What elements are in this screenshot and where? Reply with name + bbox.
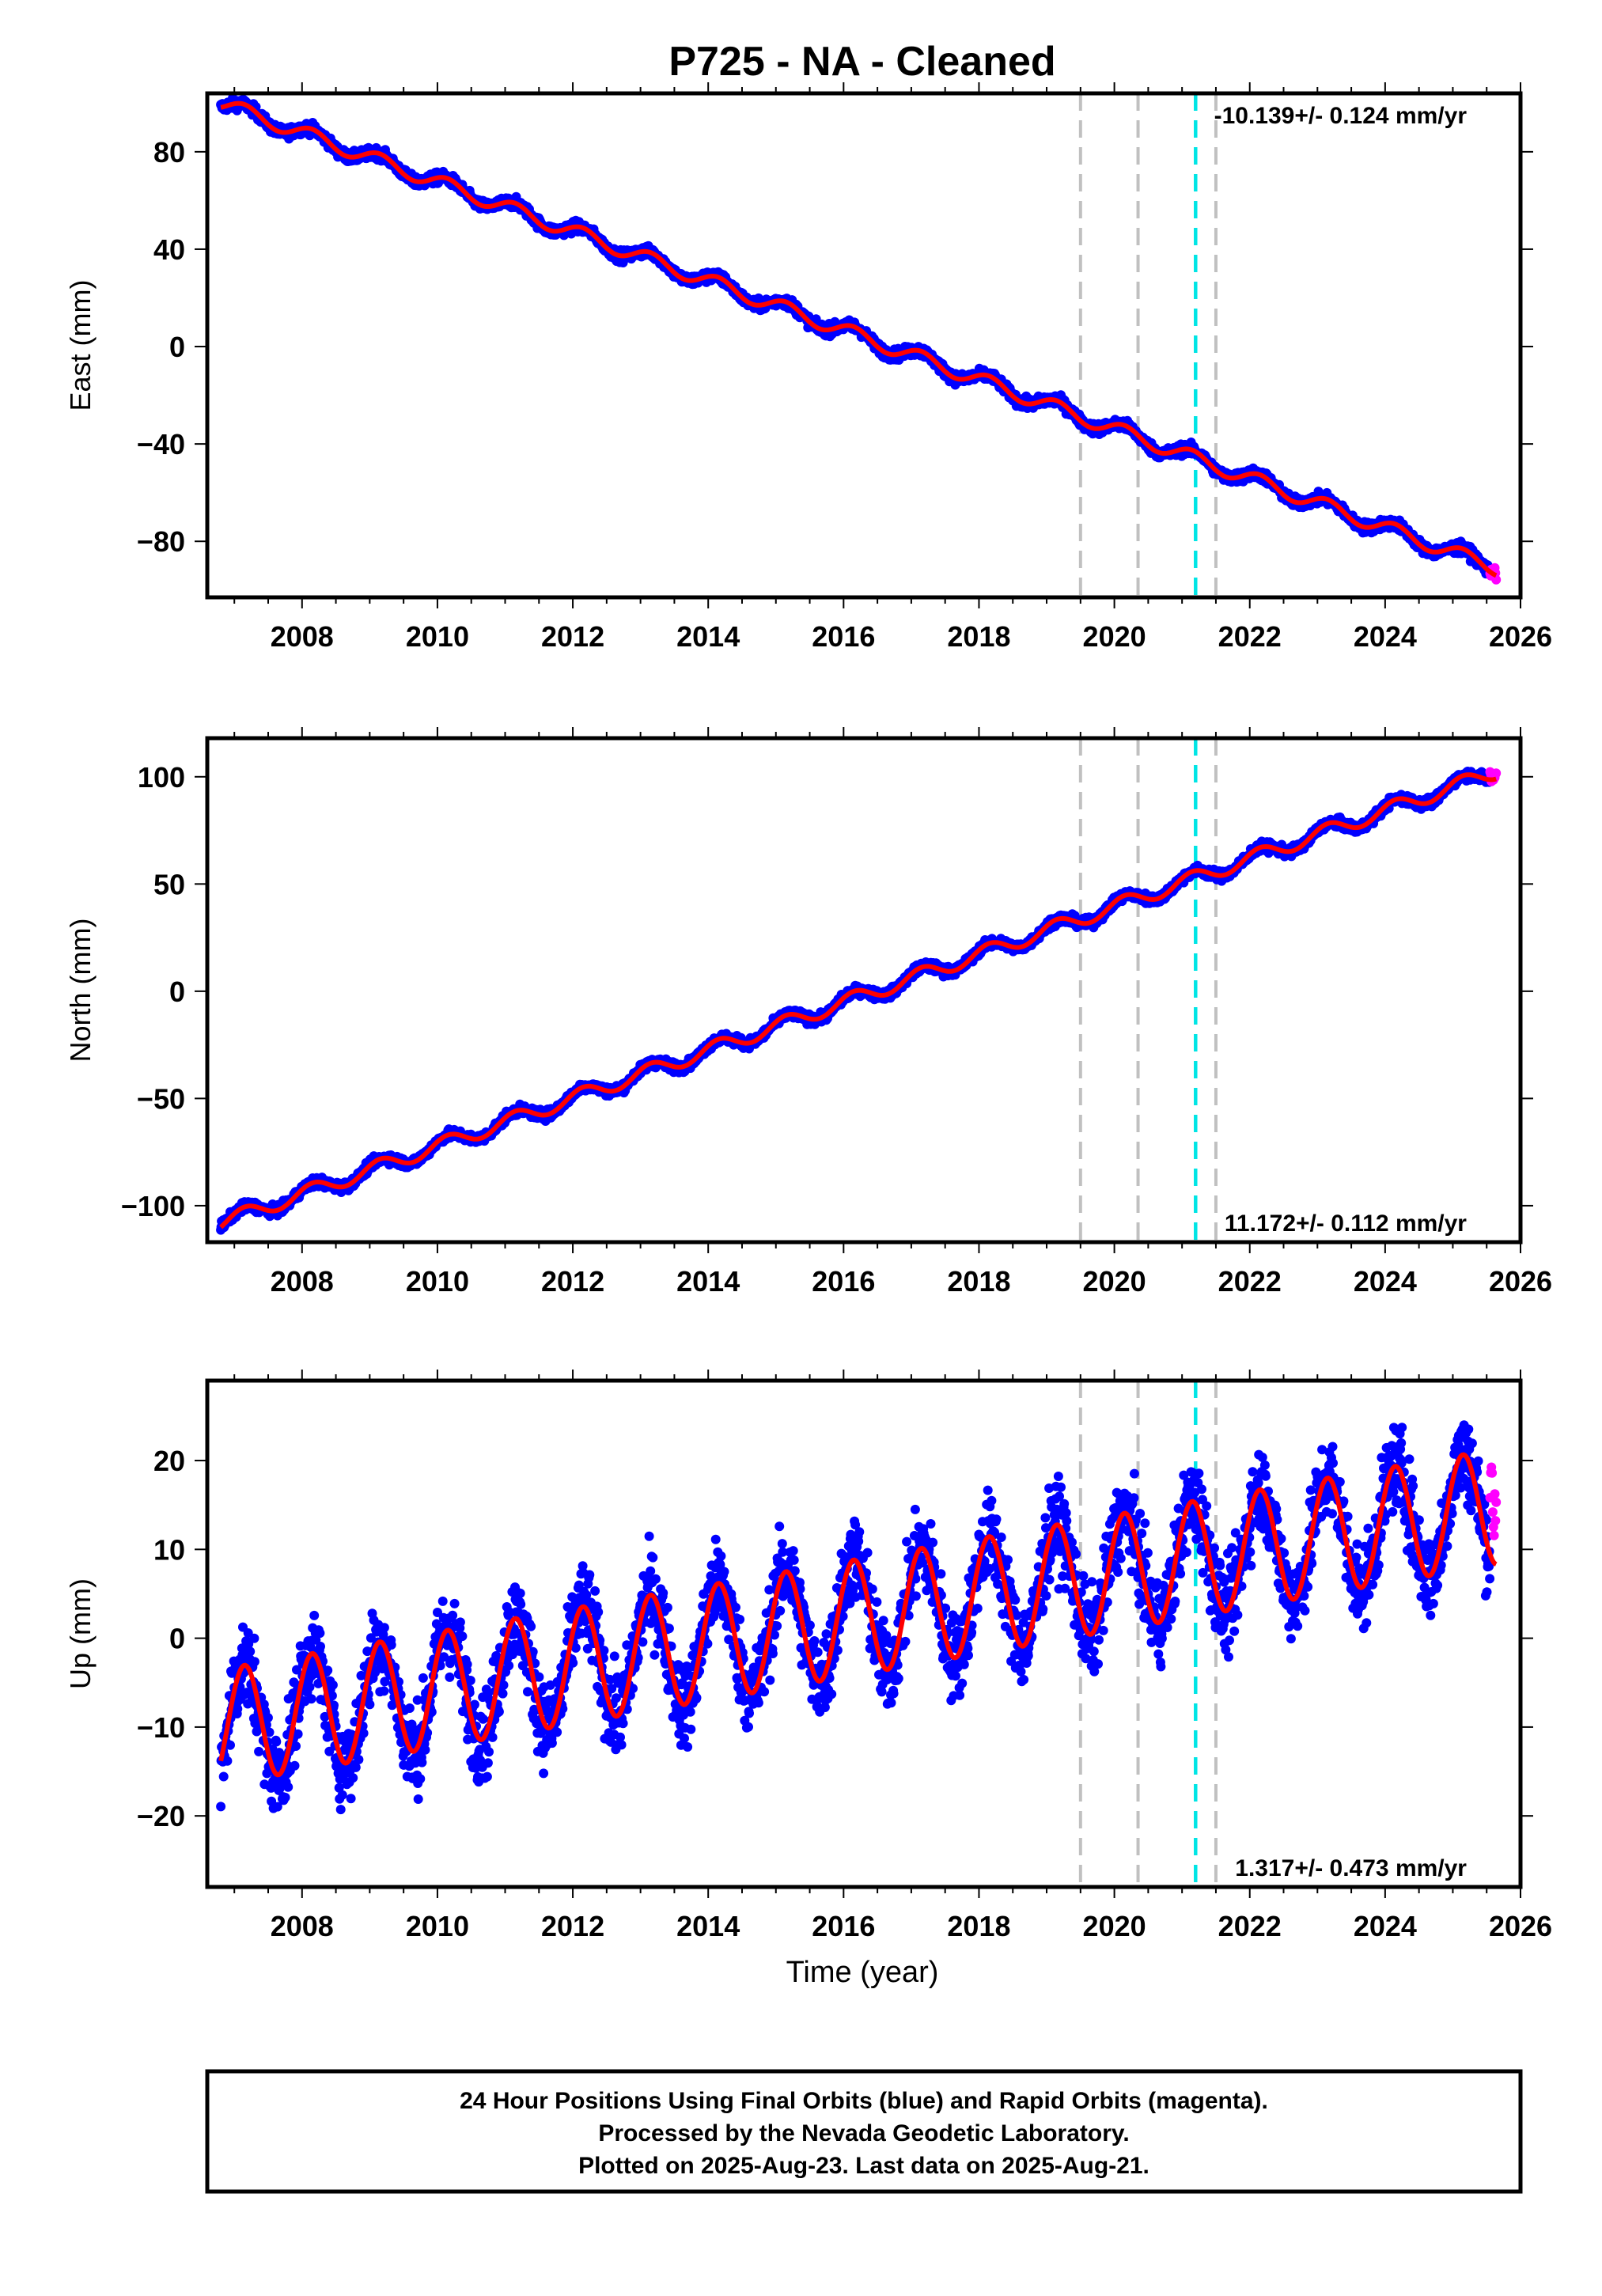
y-tick-label: −80 <box>137 525 185 558</box>
y-axis-label: East (mm) <box>64 280 97 411</box>
y-tick-label: 0 <box>169 331 185 363</box>
y-tick-label: −40 <box>137 428 185 460</box>
x-tick-label: 2016 <box>812 620 875 653</box>
x-tick-label: 2012 <box>541 620 604 653</box>
plot-area <box>216 93 1502 597</box>
y-tick-label: 80 <box>153 136 185 169</box>
velocity-annotation: -10.139+/- 0.124 mm/yr <box>1214 103 1468 129</box>
plot-area <box>216 738 1502 1242</box>
panel-north: 2008 2010 2012 2014 2016 2018 2020 2022 2024 2026… <box>64 727 1552 1298</box>
data-point-rapid <box>1491 574 1502 585</box>
figure-title: P725 - NA - Cleaned <box>668 39 1055 85</box>
plot-frame <box>205 91 1523 600</box>
x-tick-label: 2024 <box>1354 620 1417 653</box>
x-tick-label: 2022 <box>1218 620 1282 653</box>
x-tick-label: 2018 <box>947 620 1010 653</box>
x-tick-label: 2020 <box>1083 620 1146 653</box>
x-tick-label: 2008 <box>271 620 334 653</box>
x-tick-label: 2010 <box>406 620 469 653</box>
x-tick-label: 2026 <box>1489 620 1552 653</box>
x-tick-label: 2014 <box>676 620 740 653</box>
model-curve <box>220 100 1498 578</box>
y-tick-label: 40 <box>153 233 185 266</box>
panel-east: 2008 2010 2012 2014 2016 2018 2020 2022 2024 2026… <box>64 82 1552 653</box>
